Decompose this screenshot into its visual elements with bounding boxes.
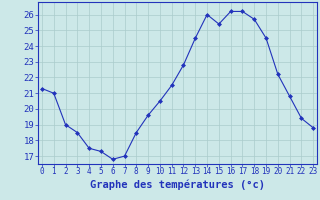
X-axis label: Graphe des températures (°c): Graphe des températures (°c) [90, 179, 265, 190]
